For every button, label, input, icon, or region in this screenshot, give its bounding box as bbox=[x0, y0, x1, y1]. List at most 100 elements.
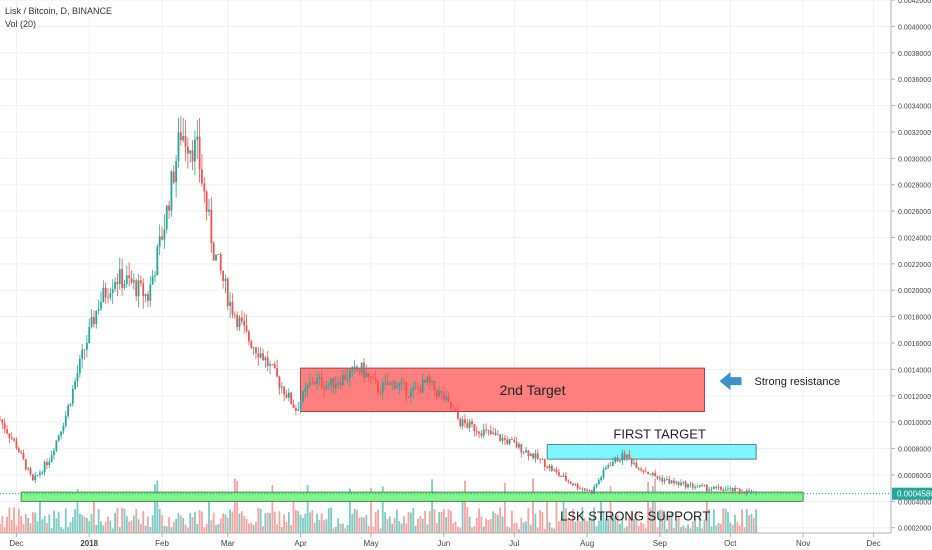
volume-bar bbox=[302, 517, 304, 533]
volume-bar bbox=[332, 528, 335, 533]
volume-bar bbox=[34, 512, 37, 533]
symbol-title[interactable]: Lisk / Bitcoin, D, BINANCE bbox=[5, 6, 113, 16]
volume-bar bbox=[224, 514, 227, 533]
candle-body bbox=[280, 386, 283, 388]
volume-bar bbox=[353, 508, 356, 533]
candle-body bbox=[550, 465, 553, 471]
volume-bar bbox=[250, 522, 253, 533]
resistance-box-label: 2nd Target bbox=[500, 382, 566, 398]
volume-bar bbox=[651, 486, 654, 533]
volume-bar bbox=[316, 513, 318, 533]
volume-bar bbox=[264, 513, 267, 533]
candle-body bbox=[680, 482, 682, 486]
candle-body bbox=[337, 382, 340, 385]
candle-body bbox=[276, 368, 278, 377]
volume-bar bbox=[379, 528, 382, 533]
candle-body bbox=[395, 386, 398, 389]
price-tick-label: 0.0020000 bbox=[898, 288, 931, 295]
volume-bar bbox=[203, 526, 206, 533]
candle-body bbox=[419, 388, 422, 393]
candle-body bbox=[194, 139, 196, 162]
volume-bar bbox=[565, 508, 567, 533]
volume-bar bbox=[238, 513, 241, 533]
candle-body bbox=[27, 468, 30, 470]
candle-body bbox=[353, 366, 356, 368]
volume-bar bbox=[619, 523, 621, 533]
candle-body bbox=[36, 474, 39, 476]
volume-bar bbox=[262, 526, 264, 533]
volume-bar bbox=[727, 511, 729, 533]
volume-bar bbox=[252, 525, 255, 533]
volume-bar bbox=[748, 515, 751, 533]
volume-bar bbox=[257, 508, 260, 533]
candle-body bbox=[76, 373, 79, 382]
candle-body bbox=[644, 471, 647, 473]
price-tick-label: 0.0012000 bbox=[898, 394, 931, 401]
volume-bar bbox=[743, 527, 746, 533]
volume-bar bbox=[499, 507, 502, 533]
volume-bar bbox=[53, 510, 55, 533]
candle-body bbox=[287, 392, 290, 398]
volume-bar bbox=[327, 508, 330, 533]
candle-body bbox=[3, 423, 6, 430]
volume-bar bbox=[309, 512, 311, 533]
first-target-zone[interactable] bbox=[546, 444, 757, 460]
candle-body bbox=[88, 326, 91, 343]
time-tick-label: Feb bbox=[155, 539, 169, 548]
candle-body bbox=[186, 146, 189, 154]
volume-bar bbox=[731, 524, 734, 533]
candle-body bbox=[586, 489, 588, 491]
candle-body bbox=[179, 132, 182, 141]
volume-bar bbox=[311, 510, 314, 533]
candle-body bbox=[142, 283, 145, 297]
volume-bar bbox=[348, 488, 351, 533]
candle-body bbox=[78, 358, 81, 374]
candle-body bbox=[67, 405, 70, 417]
volume-bar bbox=[318, 519, 321, 533]
candle-body bbox=[675, 481, 678, 484]
candle-body bbox=[609, 465, 612, 467]
volume-bar bbox=[83, 516, 86, 533]
price-axis[interactable]: 0.0002000 0.0004000 0.0006000 0.0008000 0.00… bbox=[890, 0, 932, 533]
price-tick-label: 0.0016000 bbox=[898, 341, 931, 348]
volume-bar bbox=[22, 524, 25, 533]
volume-bar bbox=[266, 512, 269, 533]
candle-body bbox=[144, 294, 147, 297]
volume-bar bbox=[55, 518, 58, 533]
volume-bar bbox=[656, 527, 659, 533]
candle-body bbox=[128, 275, 131, 279]
support-zone[interactable] bbox=[20, 491, 804, 502]
volume-bar bbox=[612, 513, 614, 533]
candle-body bbox=[457, 411, 459, 419]
time-axis[interactable]: Dec 2018 Feb Mar Apr May Jun Jul Aug Sep Oct Nov Dec bbox=[0, 532, 891, 548]
candle-body bbox=[365, 373, 368, 378]
volume-bar bbox=[501, 516, 504, 533]
candle-body bbox=[649, 473, 652, 475]
candle-body bbox=[24, 459, 27, 470]
volume-bar bbox=[236, 480, 239, 533]
volume-bar bbox=[720, 524, 722, 533]
volume-bar bbox=[248, 523, 250, 533]
volume-bar bbox=[518, 528, 520, 533]
volume-bar bbox=[621, 517, 624, 533]
candle-body bbox=[658, 477, 661, 479]
candle-body bbox=[132, 280, 135, 283]
candle-body bbox=[522, 452, 525, 454]
price-tick-label: 0.0002000 bbox=[898, 526, 931, 533]
candle-body bbox=[553, 469, 556, 471]
candle-body bbox=[17, 448, 20, 453]
candle-body bbox=[637, 468, 640, 469]
volume-bar bbox=[215, 524, 217, 533]
volume-bar bbox=[137, 519, 140, 533]
candle-body bbox=[729, 487, 732, 489]
candle-body bbox=[257, 353, 260, 358]
candle-body bbox=[271, 364, 274, 366]
volume-bar bbox=[255, 521, 257, 533]
candle-body bbox=[264, 357, 267, 361]
volume-bar bbox=[698, 517, 701, 533]
volume-indicator-label[interactable]: Vol (20) bbox=[5, 19, 37, 29]
volume-bar bbox=[738, 525, 741, 533]
candle-body bbox=[562, 475, 565, 477]
candle-body bbox=[139, 280, 142, 284]
